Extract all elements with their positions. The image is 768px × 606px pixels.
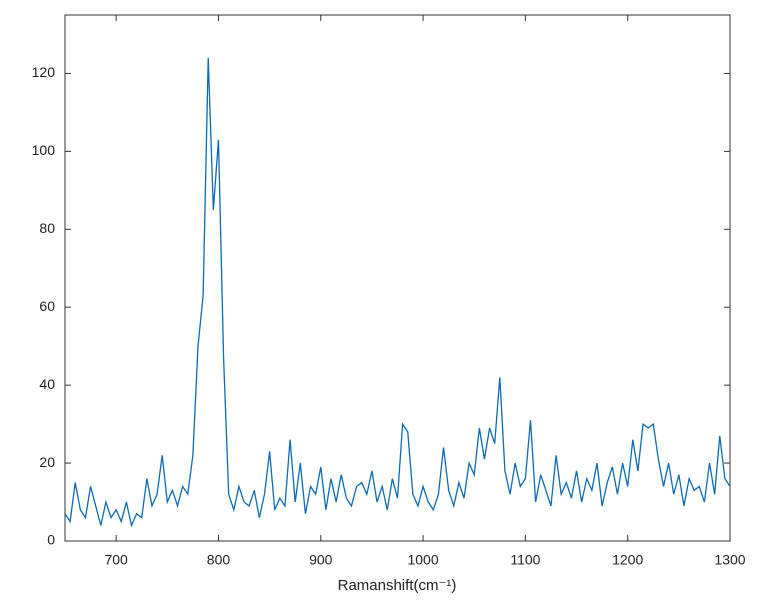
x-tick-label: 700 bbox=[104, 552, 128, 568]
x-tick-label: 1100 bbox=[510, 552, 540, 568]
y-tick-label: 100 bbox=[32, 142, 56, 158]
y-tick-label: 20 bbox=[39, 454, 55, 470]
spectrum-line bbox=[64, 57, 731, 528]
y-tick-label: 120 bbox=[32, 64, 56, 80]
y-tick-label: 60 bbox=[39, 298, 55, 314]
x-tick-label: 1300 bbox=[714, 552, 745, 568]
x-axis-label: Ramanshift(cm⁻¹) bbox=[338, 577, 457, 594]
x-tick-label: 1000 bbox=[407, 552, 438, 568]
x-tick-label: 900 bbox=[309, 552, 333, 568]
y-tick-label: 80 bbox=[39, 220, 55, 236]
y-tick-label: 40 bbox=[39, 376, 55, 392]
x-tick-label: 800 bbox=[207, 552, 231, 568]
y-tick-label: 0 bbox=[47, 532, 55, 548]
plot-frame bbox=[64, 14, 731, 542]
x-tick-label: 1200 bbox=[612, 552, 643, 568]
